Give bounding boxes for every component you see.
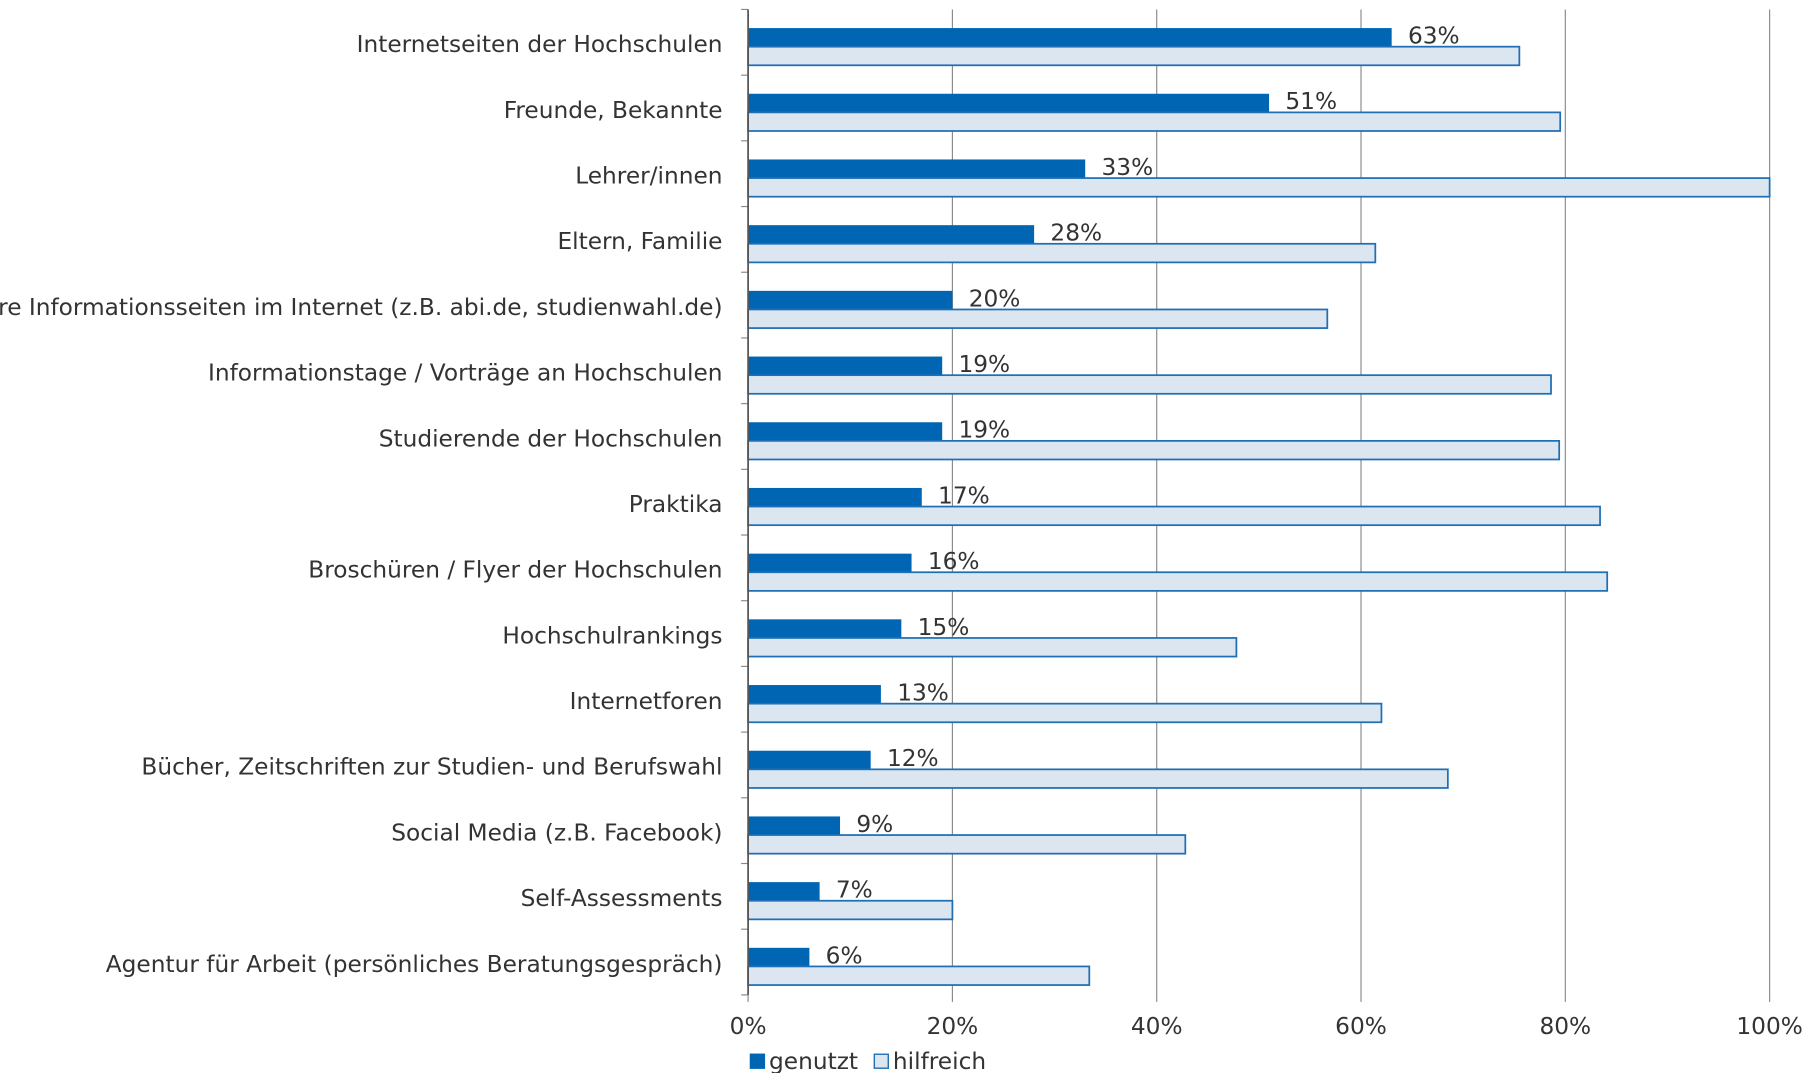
data-label: 19% <box>958 351 1010 378</box>
y-tick-label: Hochschulrankings <box>502 622 722 649</box>
bar <box>748 422 943 441</box>
data-label: 16% <box>928 548 980 575</box>
bar <box>748 553 912 573</box>
data-label: 15% <box>918 614 970 641</box>
y-tick-label: Praktika <box>629 491 723 518</box>
bar <box>747 177 1771 198</box>
y-tick-label: Informationstage / Vorträge an Hochschul… <box>208 360 722 387</box>
bar <box>747 242 1377 264</box>
bar <box>747 505 1601 527</box>
y-tick-label: Self-Assessments <box>521 885 723 912</box>
bar <box>748 28 1392 47</box>
bar <box>747 571 1609 592</box>
y-tick-label: Internetforen <box>570 688 723 715</box>
bar <box>748 356 943 376</box>
y-tick-label: Freunde, Bekannte <box>504 97 723 124</box>
legend-label: genutzt <box>769 1048 858 1073</box>
x-tick-label: 80% <box>1539 1013 1591 1040</box>
data-label: 20% <box>969 285 1021 312</box>
bar <box>748 816 841 836</box>
y-tick-label: Eltern, Familie <box>557 228 722 255</box>
x-tick-label: 0% <box>730 1013 767 1040</box>
bar <box>747 439 1561 461</box>
bar <box>748 290 953 310</box>
bar <box>747 702 1383 724</box>
bar <box>748 750 871 770</box>
bar <box>748 947 810 967</box>
bar <box>747 899 954 921</box>
bar <box>748 93 1270 113</box>
bar <box>748 159 1086 179</box>
y-tick-label: Social Media (z.B. Facebook) <box>391 819 722 846</box>
data-label: 19% <box>958 417 1010 444</box>
bar <box>747 834 1187 855</box>
y-tick-label: Andere Informationsseiten im Internet (z… <box>0 294 723 321</box>
legend-swatch <box>873 1053 889 1069</box>
bar <box>747 45 1521 67</box>
legend-label: hilfreich <box>893 1048 986 1073</box>
bar <box>747 308 1329 329</box>
y-tick-label: Lehrer/innen <box>575 162 722 189</box>
y-tick-label: Broschüren / Flyer der Hochschulen <box>308 557 722 584</box>
bar <box>747 374 1552 395</box>
data-label: 7% <box>836 877 873 904</box>
data-label: 17% <box>938 482 990 509</box>
x-tick-label: 100% <box>1736 1013 1802 1040</box>
data-label: 12% <box>887 745 939 772</box>
y-tick-label: Bücher, Zeitschriften zur Studien- und B… <box>141 754 722 781</box>
bar <box>747 965 1091 986</box>
bar <box>747 768 1449 789</box>
bar <box>747 637 1238 658</box>
data-label: 28% <box>1050 220 1102 247</box>
x-tick-label: 20% <box>927 1013 979 1040</box>
bar <box>748 225 1035 244</box>
x-tick-label: 60% <box>1335 1013 1387 1040</box>
bar <box>748 685 881 704</box>
y-tick-label: Agentur für Arbeit (persönliches Beratun… <box>106 951 723 978</box>
data-label: 51% <box>1285 88 1337 115</box>
data-label: 6% <box>826 942 863 969</box>
bar <box>748 882 820 901</box>
data-label: 13% <box>897 680 949 707</box>
x-tick-label: 40% <box>1131 1013 1183 1040</box>
y-tick-label: Studierende der Hochschulen <box>379 425 723 452</box>
bar <box>748 487 922 507</box>
y-tick-label: Internetseiten der Hochschulen <box>357 31 723 58</box>
data-label: 63% <box>1408 23 1460 50</box>
legend-swatch <box>749 1053 766 1069</box>
bar <box>747 111 1562 132</box>
bar <box>748 619 902 638</box>
data-label: 33% <box>1101 154 1153 181</box>
data-label: 9% <box>856 811 893 838</box>
